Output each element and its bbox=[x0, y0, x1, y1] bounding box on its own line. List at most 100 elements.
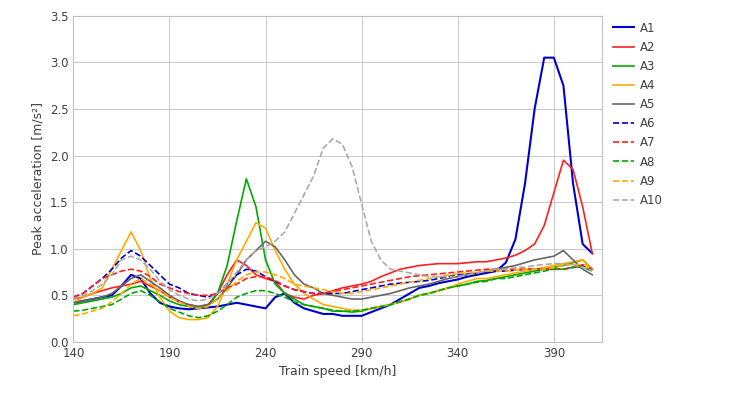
A9 bbox=[261, 270, 270, 274]
A4 bbox=[184, 317, 193, 322]
A4 bbox=[550, 263, 559, 268]
A8 bbox=[165, 306, 174, 311]
A6 bbox=[539, 267, 548, 272]
A3 bbox=[550, 265, 559, 270]
A7 bbox=[261, 274, 270, 279]
A2 bbox=[127, 282, 136, 286]
A9 bbox=[588, 267, 597, 272]
A2 bbox=[271, 279, 280, 284]
Line: A4: A4 bbox=[73, 222, 592, 320]
A5 bbox=[588, 272, 597, 277]
A3 bbox=[348, 310, 357, 314]
A2 bbox=[578, 204, 587, 209]
A8 bbox=[588, 269, 597, 274]
A8 bbox=[271, 291, 280, 296]
A3 bbox=[242, 176, 251, 181]
A6 bbox=[271, 279, 280, 284]
A7 bbox=[194, 293, 203, 298]
Line: A6: A6 bbox=[73, 251, 592, 297]
A8 bbox=[569, 265, 578, 270]
A5 bbox=[550, 254, 559, 259]
A4 bbox=[280, 267, 289, 272]
A5 bbox=[578, 267, 587, 272]
A7 bbox=[588, 267, 597, 272]
A5 bbox=[165, 293, 174, 298]
A6 bbox=[137, 254, 145, 259]
A5 bbox=[194, 304, 203, 309]
A3 bbox=[165, 299, 174, 303]
A3 bbox=[194, 306, 203, 311]
A4 bbox=[252, 220, 261, 225]
A4 bbox=[165, 309, 174, 314]
A1 bbox=[588, 251, 597, 256]
A10 bbox=[588, 269, 597, 274]
A1 bbox=[194, 306, 203, 311]
A8 bbox=[127, 291, 136, 296]
A2 bbox=[588, 251, 597, 256]
A7 bbox=[165, 285, 174, 290]
A3 bbox=[578, 257, 587, 262]
A10 bbox=[127, 254, 136, 259]
X-axis label: Train speed [km/h]: Train speed [km/h] bbox=[279, 365, 396, 378]
A4 bbox=[203, 315, 212, 320]
A3 bbox=[271, 282, 280, 286]
A9 bbox=[165, 295, 174, 299]
Y-axis label: Peak acceleration [m/s²]: Peak acceleration [m/s²] bbox=[32, 102, 44, 255]
A8 bbox=[578, 265, 587, 270]
A1 bbox=[165, 304, 174, 309]
A4 bbox=[578, 257, 587, 262]
A7 bbox=[530, 267, 539, 272]
A1 bbox=[69, 300, 78, 305]
A6 bbox=[69, 295, 78, 299]
A4 bbox=[127, 230, 136, 234]
A10 bbox=[69, 297, 78, 301]
A2 bbox=[69, 297, 78, 301]
Line: A9: A9 bbox=[73, 264, 592, 316]
A8 bbox=[69, 309, 78, 314]
A10 bbox=[203, 297, 212, 301]
A5 bbox=[280, 257, 289, 262]
Line: A10: A10 bbox=[73, 139, 592, 301]
A9 bbox=[194, 306, 203, 311]
A5 bbox=[127, 276, 136, 281]
A6 bbox=[175, 285, 184, 290]
A4 bbox=[69, 300, 78, 305]
Line: A7: A7 bbox=[73, 264, 592, 297]
A2 bbox=[203, 302, 212, 307]
A6 bbox=[203, 295, 212, 299]
A9 bbox=[69, 314, 78, 318]
A7 bbox=[127, 267, 136, 272]
A10 bbox=[165, 287, 174, 292]
A5 bbox=[69, 300, 78, 305]
A7 bbox=[569, 265, 578, 270]
Line: A2: A2 bbox=[73, 160, 592, 307]
Line: A1: A1 bbox=[73, 58, 592, 316]
A1 bbox=[127, 272, 136, 277]
A7 bbox=[69, 295, 78, 299]
A5 bbox=[203, 302, 212, 307]
A8 bbox=[539, 269, 548, 274]
A9 bbox=[127, 282, 136, 286]
A1 bbox=[261, 306, 270, 311]
A6 bbox=[127, 248, 136, 253]
Line: A5: A5 bbox=[73, 241, 592, 307]
A7 bbox=[578, 262, 587, 267]
A3 bbox=[127, 285, 136, 290]
A1 bbox=[550, 55, 559, 60]
A3 bbox=[69, 302, 78, 307]
Line: A8: A8 bbox=[73, 267, 592, 318]
A4 bbox=[588, 267, 597, 272]
A2 bbox=[539, 223, 548, 228]
A10 bbox=[578, 265, 587, 270]
Line: A3: A3 bbox=[73, 179, 592, 312]
A9 bbox=[569, 262, 578, 267]
A10 bbox=[550, 261, 559, 266]
A1 bbox=[578, 242, 587, 246]
A2 bbox=[559, 158, 568, 163]
A3 bbox=[588, 267, 597, 272]
A6 bbox=[578, 263, 587, 268]
A9 bbox=[530, 267, 539, 272]
A5 bbox=[261, 239, 270, 244]
A1 bbox=[338, 314, 347, 318]
A8 bbox=[203, 314, 212, 318]
